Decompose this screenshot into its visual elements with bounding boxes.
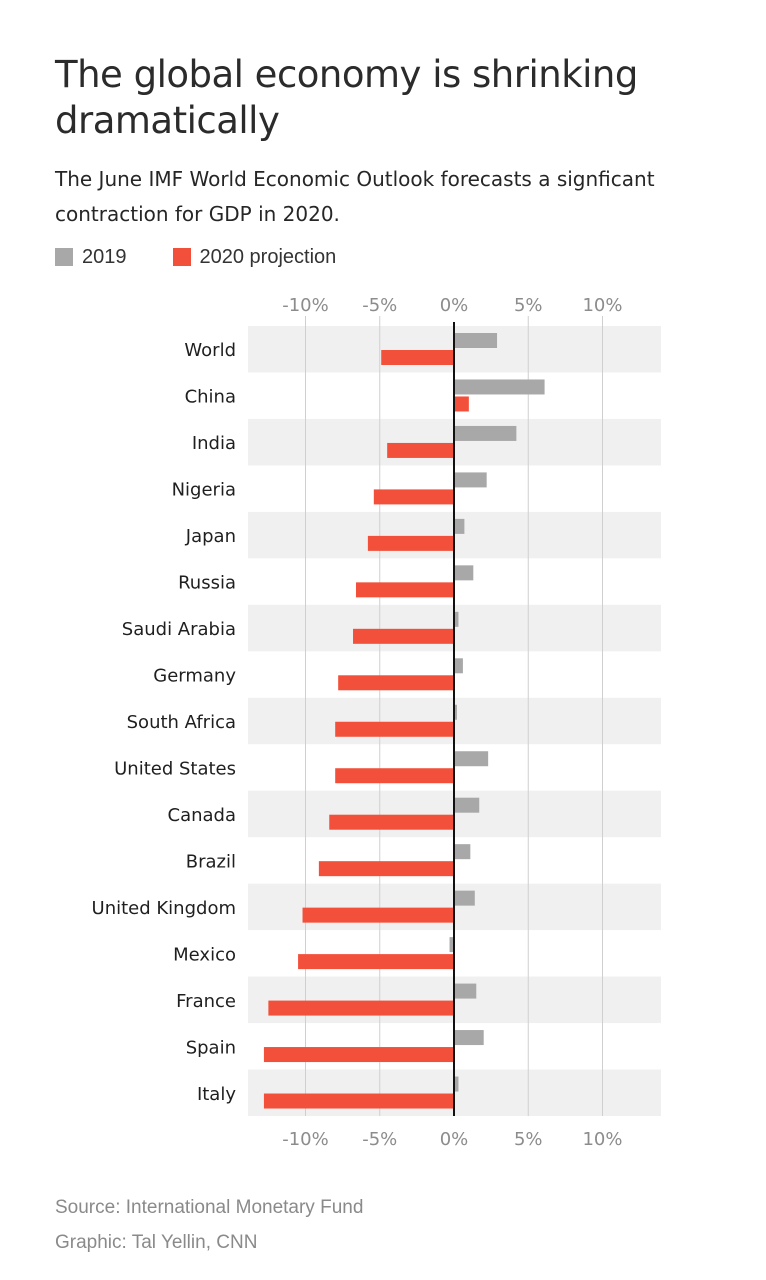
bar-2020: [338, 675, 454, 691]
bar-2020: [335, 768, 454, 784]
bar-2019: [454, 333, 498, 348]
bar-2019: [454, 611, 459, 627]
category-label: Brazil: [186, 851, 236, 872]
bar-2020: [373, 489, 454, 505]
legend-label-2020: 2020 projection: [199, 245, 337, 268]
x-tick-label-top: -10%: [282, 295, 329, 316]
bar-2020: [335, 721, 454, 737]
bar-2019: [454, 983, 477, 999]
bar-2019: [454, 704, 457, 720]
bar-2020: [367, 535, 454, 551]
category-label: Spain: [186, 1037, 236, 1058]
category-label: France: [176, 991, 236, 1012]
category-label: Japan: [185, 526, 236, 547]
category-label: United Kingdom: [92, 898, 236, 919]
bar-2019: [454, 1030, 484, 1046]
category-label: China: [185, 387, 236, 408]
legend-swatch-2019: [55, 248, 73, 266]
category-label: South Africa: [127, 712, 236, 733]
graphic-credit: Graphic: Tal Yellin, CNN: [55, 1232, 258, 1253]
bar-chart: -10% -10% -5% -5% 0% 0% 5% 5% 10% 10% World China In…: [92, 295, 661, 1150]
category-label: Saudi Arabia: [122, 619, 236, 640]
chart-title: The global economy is shrinking dramatic…: [55, 53, 638, 142]
bar-2019: [454, 797, 480, 813]
bar-2019: [454, 472, 487, 488]
bar-2019: [454, 658, 463, 674]
bar-2019: [454, 890, 475, 906]
category-label: World: [184, 340, 236, 361]
bar-2019: [454, 565, 474, 581]
bar-2020: [298, 954, 454, 970]
legend-item-2019: 2019: [55, 246, 127, 269]
bar-2020: [381, 350, 454, 365]
bar-2020: [302, 907, 454, 923]
bar-2019: [454, 379, 545, 395]
x-tick-label-bottom: -10%: [282, 1129, 329, 1150]
x-tick-label-top: 10%: [582, 295, 622, 316]
category-label: Russia: [178, 573, 236, 594]
bar-2020: [355, 582, 454, 598]
source-note: Source: International Monetary Fund: [55, 1197, 364, 1218]
bar-2019: [454, 751, 489, 767]
category-label: Mexico: [173, 944, 236, 965]
category-label: Germany: [153, 666, 236, 687]
category-label: Nigeria: [172, 480, 236, 501]
bar-2019: [454, 425, 517, 441]
chart-subtitle: The June IMF World Economic Outlook fore…: [55, 167, 655, 226]
bar-2020: [268, 1000, 454, 1016]
category-label: Italy: [197, 1084, 236, 1105]
category-label: India: [192, 433, 236, 454]
category-label: Canada: [168, 805, 237, 826]
bar-2019: [454, 518, 465, 534]
bar-2020: [263, 1093, 454, 1109]
x-tick-label-bottom: 5%: [514, 1129, 543, 1150]
x-tick-label-top: 5%: [514, 295, 543, 316]
legend-item-2020: 2020 projection: [172, 245, 337, 269]
x-tick-label-bottom: 10%: [582, 1129, 622, 1150]
legend: 2019 2020 projection: [55, 244, 382, 270]
bar-2020: [329, 814, 454, 830]
bar-2020: [387, 442, 454, 458]
x-tick-label-top: 0%: [440, 295, 469, 316]
x-tick-label-bottom: -5%: [362, 1129, 397, 1150]
x-tick-label-top: -5%: [362, 295, 397, 316]
bar-2019: [454, 844, 471, 860]
bar-2020: [263, 1047, 454, 1063]
bar-2020: [318, 861, 454, 877]
category-label: United States: [114, 758, 236, 779]
legend-swatch-2020: [172, 248, 191, 266]
bar-2019: [454, 1076, 459, 1092]
bar-2020: [454, 396, 469, 412]
x-tick-label-bottom: 0%: [440, 1129, 469, 1150]
bar-2020: [353, 628, 454, 644]
legend-label-2019: 2019: [82, 245, 127, 268]
bar-2019: [449, 937, 454, 953]
